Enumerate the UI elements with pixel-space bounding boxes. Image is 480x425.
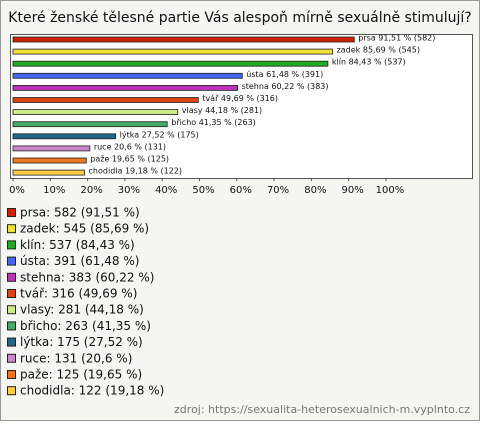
bar — [12, 72, 243, 79]
x-tick-label: 30% — [118, 185, 140, 196]
bar — [12, 60, 329, 67]
legend-swatch — [7, 289, 16, 298]
legend-swatch — [7, 370, 16, 379]
legend-label: prsa: 582 (91,51 %) — [20, 206, 140, 220]
data-label: klín 84,43 % (537) — [332, 58, 406, 67]
legend-label: klín: 537 (84,43 %) — [20, 238, 135, 252]
legend-label: lýtka: 175 (27,52 %) — [20, 335, 143, 349]
data-label: ústa 61,48 % (391) — [246, 70, 323, 79]
plot-area — [10, 34, 473, 179]
legend-swatch — [7, 208, 16, 217]
x-tick-label: 20% — [80, 185, 102, 196]
x-tick-label: 60% — [230, 185, 252, 196]
data-label: ruce 20,6 % (131) — [94, 142, 166, 151]
data-label: prsa 91,51 % (582) — [358, 34, 435, 43]
data-label: tvář 49,69 % (316) — [202, 94, 278, 103]
data-label: paže 19,65 % (125) — [90, 155, 169, 164]
x-tick-label: 40% — [155, 185, 177, 196]
x-tick-label: 100% — [376, 185, 405, 196]
data-label: zadek 85,69 % (545) — [337, 46, 420, 55]
data-label: břicho 41,35 % (263) — [171, 118, 256, 127]
x-tick-label: 80% — [304, 185, 326, 196]
x-tick-label: 70% — [267, 185, 289, 196]
legend-label: zadek: 545 (85,69 %) — [20, 222, 149, 236]
bar — [12, 109, 179, 115]
bar — [12, 133, 117, 140]
legend-label: vlasy: 281 (44,18 %) — [20, 303, 144, 317]
x-tick-label: 0% — [9, 185, 25, 196]
chart-title: Které ženské tělesné partie Vás alespoň … — [8, 10, 471, 26]
legend-swatch — [7, 321, 16, 331]
data-label: chodidla 19,18 % (122) — [89, 167, 183, 176]
legend-swatch — [7, 272, 16, 282]
legend-label: chodidla: 122 (19,18 %) — [20, 384, 164, 398]
bar — [12, 145, 91, 152]
legend-swatch — [7, 305, 16, 315]
x-tick-label: 10% — [43, 185, 65, 196]
bar — [12, 97, 199, 103]
legend-swatch — [7, 353, 16, 363]
legend-label: stehna: 383 (60,22 %) — [20, 270, 154, 284]
legend-swatch — [7, 256, 16, 266]
legend-label: ústa: 391 (61,48 %) — [20, 254, 139, 268]
legend-swatch — [7, 240, 16, 250]
x-tick-label: 90% — [342, 185, 364, 196]
bar — [12, 121, 168, 128]
bar — [12, 85, 238, 91]
source: zdroj: https://sexualita-heterosexualnic… — [174, 403, 470, 416]
data-label: stehna 60,22 % (383) — [242, 82, 329, 91]
bar — [12, 157, 87, 164]
bar — [12, 36, 355, 43]
legend-label: ruce: 131 (20,6 %) — [20, 351, 132, 365]
legend-swatch — [7, 386, 16, 396]
x-tick-label: 50% — [192, 185, 214, 196]
legend-label: tvář: 316 (49,69 %) — [20, 287, 137, 301]
legend-swatch — [7, 224, 16, 234]
bar — [12, 169, 85, 176]
data-label: lýtka 27,52 % (175) — [120, 130, 199, 139]
legend-label: paže: 125 (19,65 %) — [20, 368, 142, 382]
legend-label: břicho: 263 (41,35 %) — [20, 319, 151, 333]
data-label: vlasy 44,18 % (281) — [182, 106, 262, 115]
legend-swatch — [7, 337, 16, 347]
bar — [12, 48, 333, 55]
